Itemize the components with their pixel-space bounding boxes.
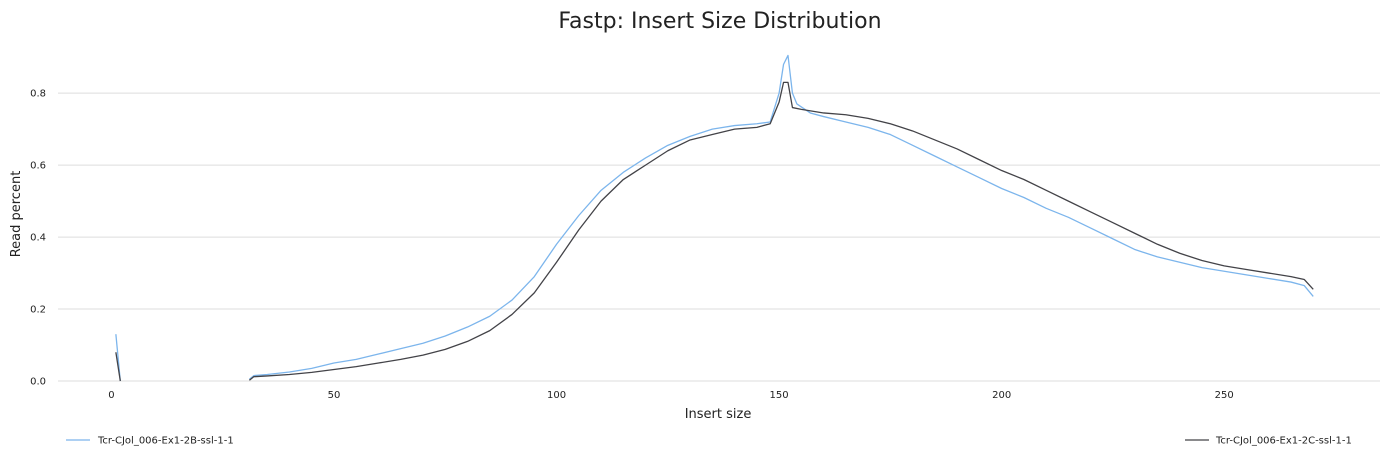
legend-item[interactable]: Tcr-CJol_006-Ex1-2C-ssl-1-1 [1185, 436, 1352, 447]
series-line [115, 352, 121, 382]
series-line [248, 81, 1314, 381]
y-axis-ticks: 0.0 0.2 0.4 0.6 0.8 [30, 89, 46, 388]
x-axis-ticks: 0 50 100 150 200 250 [108, 390, 1234, 401]
x-tick-label: 0 [108, 390, 114, 401]
y-axis-label: Read percent [9, 171, 24, 258]
x-tick-label: 150 [770, 390, 789, 401]
x-tick-label: 50 [328, 390, 341, 401]
gridlines [58, 92, 1380, 382]
series-1 [115, 54, 1314, 382]
y-tick-label: 0.0 [30, 377, 46, 388]
x-axis-label: Insert size [685, 407, 752, 422]
legend-label: Tcr-CJol_006-Ex1-2B-ssl-1-1 [97, 436, 234, 447]
series-2 [115, 81, 1314, 382]
series-lines [115, 54, 1314, 382]
legend-label: Tcr-CJol_006-Ex1-2C-ssl-1-1 [1215, 436, 1352, 447]
legend[interactable]: Tcr-CJol_006-Ex1-2B-ssl-1-1 Tcr-CJol_006-… [66, 436, 1352, 447]
x-tick-label: 200 [992, 390, 1011, 401]
y-tick-label: 0.4 [30, 233, 46, 244]
legend-item[interactable]: Tcr-CJol_006-Ex1-2B-ssl-1-1 [66, 436, 234, 447]
x-tick-label: 100 [547, 390, 566, 401]
chart-title: Fastp: Insert Size Distribution [558, 9, 881, 34]
x-tick-label: 250 [1215, 390, 1234, 401]
y-tick-label: 0.8 [30, 89, 46, 100]
series-line [248, 54, 1314, 380]
y-tick-label: 0.2 [30, 305, 46, 316]
y-tick-label: 0.6 [30, 161, 46, 172]
